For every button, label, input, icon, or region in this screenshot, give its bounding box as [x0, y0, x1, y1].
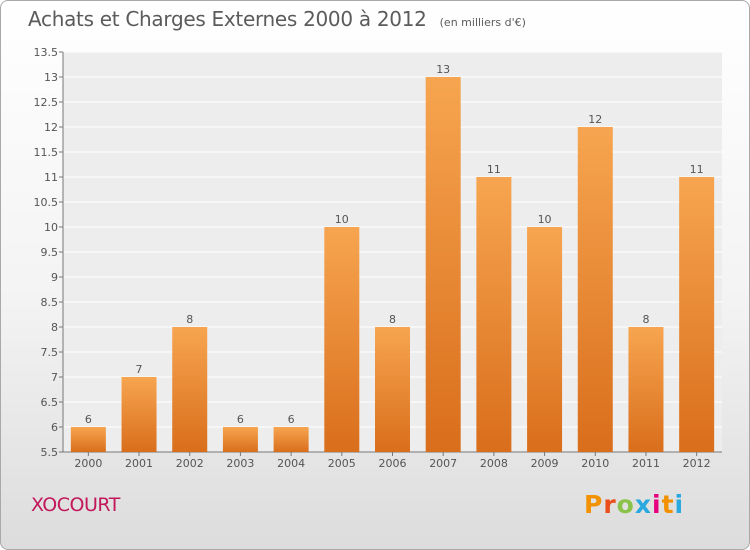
x-tick-label: 2006: [379, 457, 407, 470]
logo-letter: o: [616, 490, 635, 519]
bar-value-label: 6: [237, 413, 244, 426]
logo-letter: r: [603, 490, 617, 519]
bar-value-label: 7: [136, 363, 143, 376]
logo-letter: i: [674, 490, 685, 519]
x-tick-label: 2002: [176, 457, 204, 470]
bar-value-label: 11: [487, 163, 501, 176]
bar-value-label: 8: [389, 313, 396, 326]
x-tick-label: 2004: [277, 457, 305, 470]
logo-letter: x: [634, 490, 652, 519]
bar-2001[interactable]: [121, 377, 157, 452]
bar-value-label: 12: [588, 113, 602, 126]
y-tick-label: 9.5: [41, 246, 59, 259]
bar-2004[interactable]: [273, 427, 309, 452]
x-tick-label: 2008: [480, 457, 508, 470]
y-tick-label: 8: [51, 321, 58, 334]
y-tick-label: 6: [51, 421, 58, 434]
x-tick-label: 2000: [74, 457, 102, 470]
bar-value-label: 11: [690, 163, 704, 176]
bar-value-label: 8: [642, 313, 649, 326]
bar-2003[interactable]: [222, 427, 258, 452]
bar-value-label: 10: [335, 213, 349, 226]
y-tick-label: 13.5: [34, 46, 59, 59]
y-tick-label: 12.5: [34, 96, 59, 109]
bar-2009[interactable]: [527, 227, 563, 452]
bar-value-label: 13: [436, 63, 450, 76]
y-tick-label: 7: [51, 371, 58, 384]
x-tick-label: 2009: [531, 457, 559, 470]
x-tick-label: 2001: [125, 457, 153, 470]
y-tick-label: 11.5: [34, 146, 59, 159]
chart-title: Achats et Charges Externes 2000 à 2012 (…: [28, 7, 526, 31]
bar-2002[interactable]: [172, 327, 208, 452]
bar-2005[interactable]: [324, 227, 360, 452]
y-tick-label: 12: [44, 121, 58, 134]
unit-note: (en milliers d'€): [439, 16, 526, 29]
bar-2008[interactable]: [476, 177, 512, 452]
x-tick-label: 2011: [632, 457, 660, 470]
x-tick-label: 2003: [226, 457, 254, 470]
bar-value-label: 6: [85, 413, 92, 426]
bar-2010[interactable]: [577, 127, 613, 452]
location-name: XOCOURT: [31, 494, 120, 516]
y-tick-label: 9: [51, 271, 58, 284]
x-tick-label: 2005: [328, 457, 356, 470]
bar-value-label: 8: [186, 313, 193, 326]
y-tick-label: 13: [44, 71, 58, 84]
bar-2011[interactable]: [628, 327, 664, 452]
y-tick-label: 10.5: [34, 196, 59, 209]
y-tick-label: 7.5: [41, 346, 59, 359]
y-tick-label: 5.5: [41, 446, 59, 459]
y-tick-label: 6.5: [41, 396, 59, 409]
bar-2000[interactable]: [70, 427, 106, 452]
y-tick-label: 10: [44, 221, 58, 234]
bar-value-label: 6: [288, 413, 295, 426]
bar-2012[interactable]: [679, 177, 715, 452]
title-text: Achats et Charges Externes 2000 à 2012: [28, 7, 427, 31]
logo-letter: P: [584, 490, 604, 519]
logo-letter: t: [661, 490, 675, 519]
x-tick-label: 2012: [683, 457, 711, 470]
y-tick-label: 11: [44, 171, 58, 184]
bar-2007[interactable]: [425, 77, 461, 452]
logo-letter: i: [652, 490, 662, 519]
proxiti-logo[interactable]: Proxiti: [584, 490, 684, 519]
y-tick-label: 8.5: [41, 296, 59, 309]
bar-value-label: 10: [538, 213, 552, 226]
x-tick-label: 2010: [581, 457, 609, 470]
bar-2006[interactable]: [375, 327, 410, 452]
x-tick-label: 2007: [429, 457, 457, 470]
